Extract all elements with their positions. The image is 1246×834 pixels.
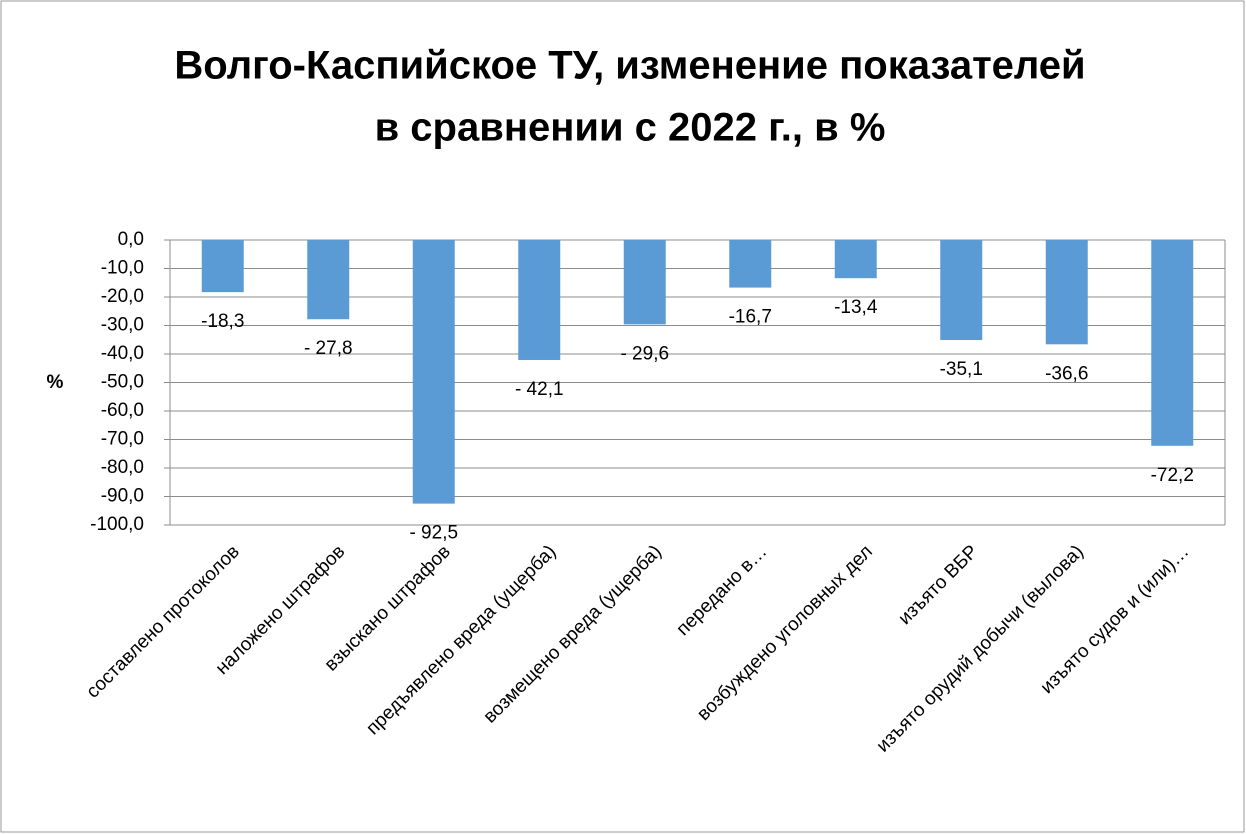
y-tick-label: -60,0	[101, 400, 144, 421]
y-tick-label: -40,0	[101, 343, 144, 364]
bar	[1045, 240, 1088, 345]
bar	[834, 240, 877, 279]
data-label: - 27,8	[304, 338, 353, 359]
bar	[412, 240, 455, 504]
data-label: -16,7	[729, 307, 772, 328]
chart-title: Волго-Каспийское ТУ, изменение показател…	[174, 44, 1085, 88]
y-axis-label: %	[47, 372, 64, 393]
y-tick-label: -90,0	[101, 486, 144, 507]
bar	[940, 240, 983, 341]
data-label: - 92,5	[409, 523, 458, 544]
data-label: -13,4	[834, 297, 878, 318]
data-label: - 29,6	[620, 343, 669, 364]
data-label: -72,2	[1151, 465, 1194, 486]
bar	[1151, 240, 1194, 446]
data-label: - 42,1	[515, 379, 564, 400]
y-tick-label: -100,0	[90, 514, 144, 535]
bar	[518, 240, 561, 360]
bar	[201, 240, 244, 293]
y-tick-label: -30,0	[101, 315, 144, 336]
data-label: -36,6	[1045, 363, 1088, 384]
data-label: -35,1	[940, 359, 983, 380]
y-tick-label: -70,0	[101, 429, 144, 450]
bar	[307, 240, 350, 320]
y-tick-label: -20,0	[101, 286, 144, 307]
y-tick-label: -80,0	[101, 457, 144, 478]
y-tick-label: -10,0	[101, 258, 144, 279]
y-tick-label: -50,0	[101, 372, 144, 393]
data-label: -18,3	[201, 311, 244, 332]
bar	[623, 240, 666, 325]
bar	[729, 240, 772, 288]
chart-title: в сравнении с 2022 г., в %	[375, 106, 886, 150]
y-tick-label: 0,0	[118, 229, 144, 250]
